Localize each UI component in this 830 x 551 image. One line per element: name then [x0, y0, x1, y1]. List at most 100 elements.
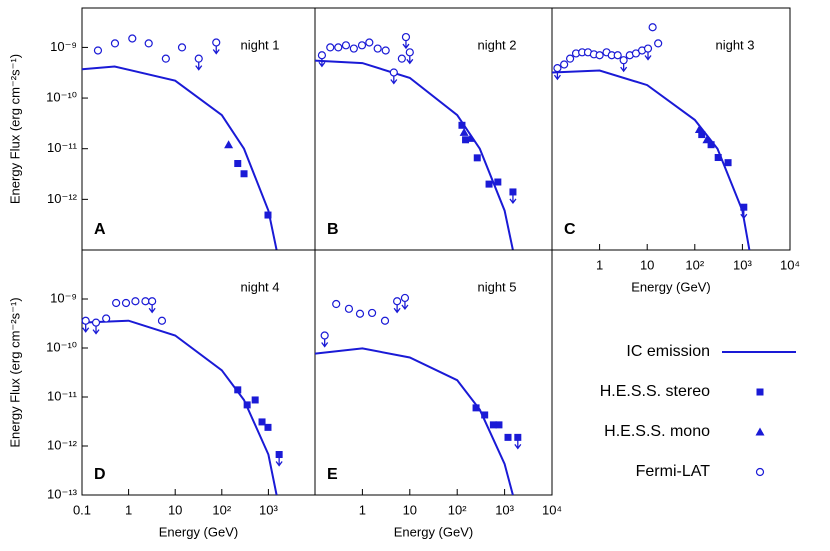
data-point [560, 60, 569, 69]
x-tick-label: 10² [448, 502, 467, 517]
y-tick-label: 10⁻¹³ [47, 486, 78, 501]
y-tick-label: 10⁻¹⁰ [46, 339, 77, 354]
data-point [224, 140, 234, 149]
data-point [698, 131, 706, 139]
data-point [93, 46, 103, 55]
data-point [177, 43, 187, 52]
data-point [495, 421, 503, 429]
y-tick-label: 10⁻¹⁰ [46, 89, 77, 104]
data-point [465, 133, 475, 142]
data-point [128, 34, 137, 43]
data-point [707, 141, 715, 149]
panel-frame [81, 249, 316, 496]
data-point [489, 421, 497, 429]
data-point [275, 451, 283, 459]
legend-marker [755, 467, 765, 477]
panel-title: night 4 [240, 279, 279, 294]
x-tick-label: 10⁴ [780, 257, 800, 272]
data-point [112, 298, 121, 308]
data-point [504, 433, 512, 441]
data-point [157, 316, 167, 325]
data-point [148, 297, 157, 306]
x-axis-title: Energy (GeV) [394, 524, 473, 539]
y-tick-label: 10⁻⁹ [50, 39, 77, 54]
data-point [481, 411, 489, 419]
data-point [373, 44, 382, 53]
data-point [514, 433, 522, 441]
data-point [643, 44, 653, 53]
data-point [243, 401, 251, 409]
x-axis-title: Energy (GeV) [159, 524, 238, 539]
data-point [349, 44, 358, 53]
data-point [405, 48, 414, 57]
data-point [264, 423, 272, 431]
data-point [131, 297, 140, 306]
data-point [648, 23, 657, 32]
x-tick-label: 1 [125, 502, 132, 517]
x-tick-label: 10³ [733, 257, 752, 272]
data-point [357, 41, 367, 50]
data-point [380, 316, 390, 325]
x-tick-label: 10 [403, 502, 417, 517]
data-point [144, 39, 153, 48]
data-point [714, 154, 722, 162]
data-point [141, 297, 150, 306]
data-point [332, 299, 341, 309]
data-point [619, 56, 628, 65]
x-tick-label: 10³ [495, 502, 514, 517]
panel-frame [314, 249, 553, 496]
data-point [161, 54, 170, 63]
data-point [334, 43, 343, 52]
data-point [595, 51, 604, 60]
data-point [458, 121, 466, 129]
y-axis-title: Energy Flux (erg cm⁻²s⁻¹) [7, 297, 22, 447]
data-point [393, 297, 402, 306]
data-point [494, 178, 502, 186]
data-point [258, 418, 266, 426]
y-tick-label: 10⁻¹² [47, 191, 78, 206]
x-tick-label: 10² [685, 257, 704, 272]
ic-curve [82, 65, 278, 250]
panel-letter: E [327, 466, 338, 483]
data-point [91, 318, 101, 327]
data-point [355, 309, 365, 318]
data-point [317, 51, 327, 60]
data-point [462, 136, 470, 144]
data-point [81, 316, 90, 325]
legend-label: IC emission [626, 343, 710, 360]
ic-curve [82, 319, 278, 495]
data-point [320, 331, 329, 340]
panel-frame [551, 7, 791, 251]
panel-title: night 5 [477, 279, 516, 294]
panel-letter: D [94, 466, 106, 483]
data-point [240, 170, 248, 178]
data-point [234, 160, 242, 168]
ic-curve [315, 59, 514, 250]
data-point [212, 38, 221, 47]
y-tick-label: 10⁻¹¹ [47, 388, 78, 403]
x-tick-label: 10⁴ [542, 502, 562, 517]
panel-letter: B [327, 221, 339, 238]
x-tick-label: 1 [359, 502, 366, 517]
data-point [264, 211, 272, 219]
panel-title: night 2 [477, 37, 516, 52]
x-tick-label: 10 [168, 502, 182, 517]
data-point [110, 39, 120, 48]
data-point [702, 135, 712, 144]
data-point [367, 308, 377, 318]
data-point [740, 203, 748, 211]
data-point [401, 32, 411, 42]
data-point [565, 54, 575, 63]
panel-title: night 1 [240, 37, 279, 52]
data-point [397, 54, 406, 63]
legend-label: H.E.S.S. mono [604, 423, 710, 440]
data-point [326, 43, 335, 52]
y-axis-title: Energy Flux (erg cm⁻²s⁻¹) [7, 54, 22, 204]
y-tick-label: 10⁻¹¹ [47, 140, 78, 155]
data-point [234, 386, 242, 394]
data-point [694, 124, 704, 133]
data-point [121, 298, 131, 308]
legend-marker [756, 388, 764, 396]
data-point [553, 64, 562, 73]
